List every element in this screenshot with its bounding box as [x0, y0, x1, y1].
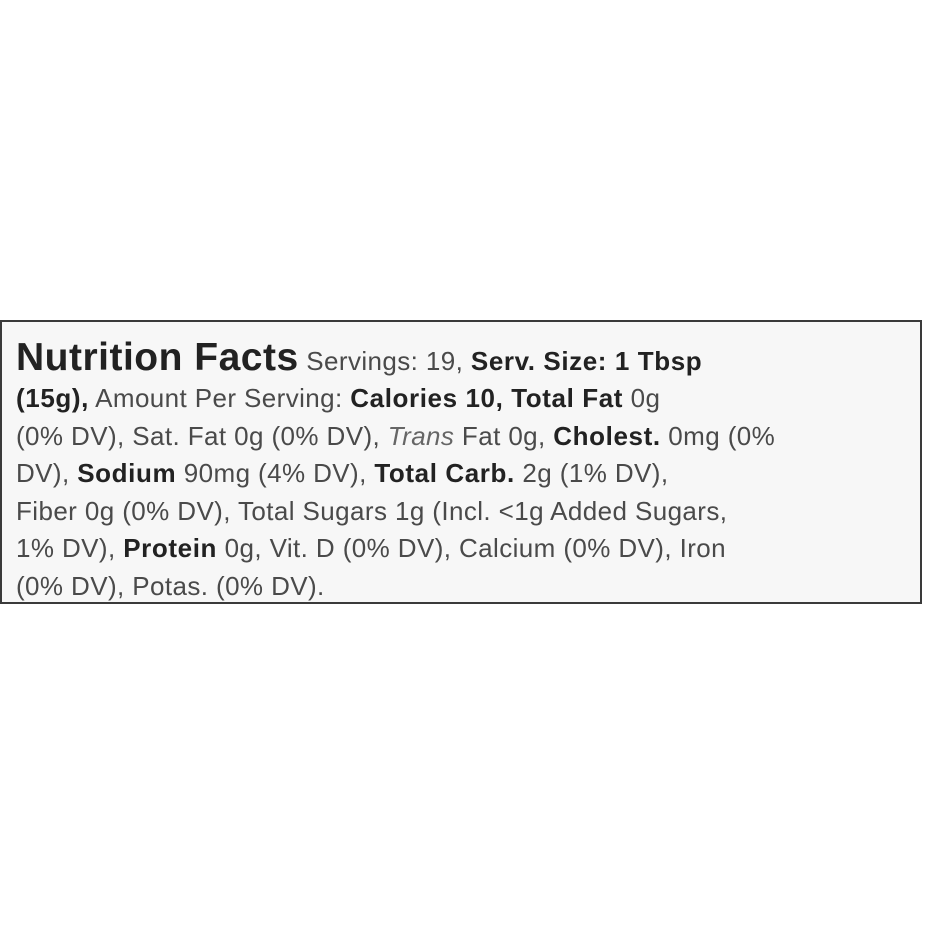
text-run: 0mg (0%	[660, 420, 776, 451]
text-run: Serv. Size: 1 Tbsp	[470, 346, 703, 376]
text-run: 0g	[623, 383, 661, 413]
text-run: 1% DV),	[16, 533, 124, 563]
text-run: 90mg (4% DV),	[176, 458, 375, 488]
nutrition-label: Nutrition Facts Servings: 19, Serv. Size…	[0, 320, 922, 604]
label-line: DV), Sodium 90mg (4% DV), Total Carb. 2g…	[16, 455, 920, 493]
text-run: 2g (1% DV),	[514, 458, 669, 488]
text-run: Amount Per Serving:	[88, 383, 351, 413]
text-run: Fiber 0g (0% DV), Total Sugars 1g (Incl.…	[16, 495, 728, 526]
text-run: Calories 10, Total Fat	[350, 383, 624, 413]
label-line: Fiber 0g (0% DV), Total Sugars 1g (Incl.…	[16, 493, 920, 531]
text-run: Cholest.	[553, 420, 661, 451]
text-run: Trans	[387, 420, 455, 451]
text-run: Fat 0g,	[454, 420, 554, 451]
text-run: (0% DV), Sat. Fat 0g (0% DV),	[16, 420, 388, 451]
label-line: Nutrition Facts Servings: 19, Serv. Size…	[16, 336, 920, 380]
text-run: Total Carb.	[374, 458, 515, 488]
label-line: (0% DV), Potas. (0% DV).	[16, 568, 920, 606]
text-run: (15g),	[16, 383, 89, 413]
text-run: 0g, Vit. D (0% DV), Calcium (0% DV), Iro…	[217, 533, 727, 563]
label-line: (15g), Amount Per Serving: Calories 10, …	[16, 380, 920, 418]
text-run: (0% DV), Potas. (0% DV).	[16, 570, 325, 601]
text-run: Nutrition Facts	[16, 336, 299, 379]
label-line: (0% DV), Sat. Fat 0g (0% DV), Trans Fat …	[16, 418, 920, 456]
text-run: Sodium	[77, 458, 177, 488]
text-run: Servings: 19,	[298, 346, 471, 376]
text-run: Protein	[123, 533, 217, 563]
label-line: 1% DV), Protein 0g, Vit. D (0% DV), Calc…	[16, 530, 920, 568]
text-run: DV),	[16, 458, 78, 488]
